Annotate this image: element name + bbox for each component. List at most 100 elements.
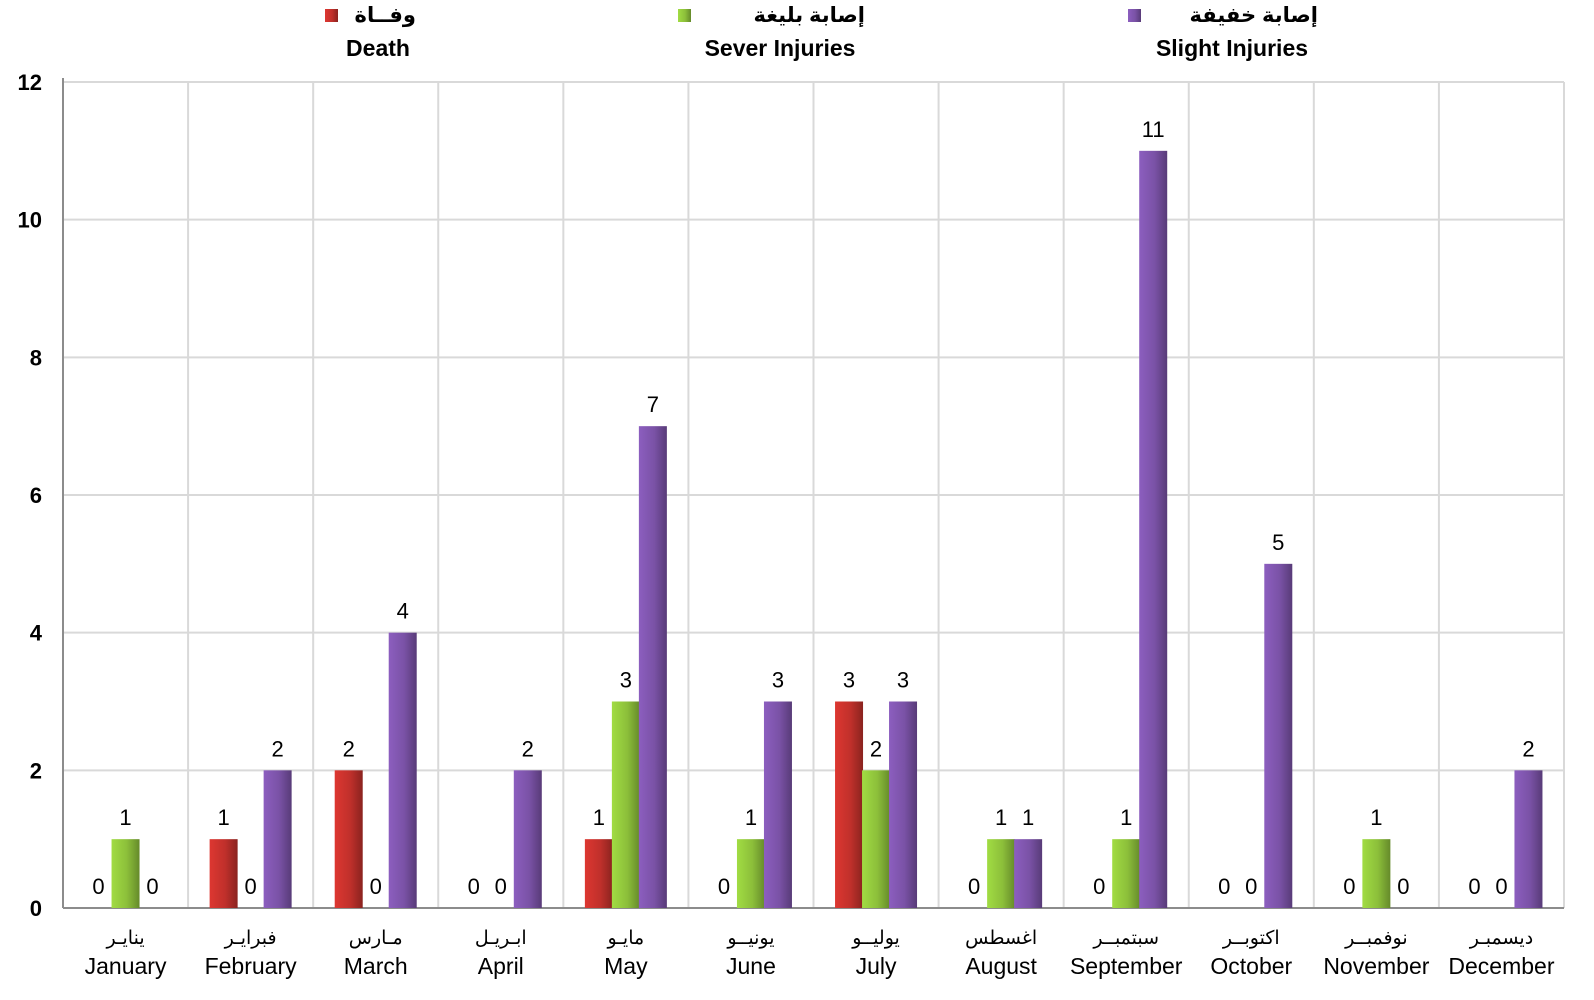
y-tick-label: 4: [30, 621, 43, 646]
bar-death: [335, 770, 363, 908]
x-tick-label-arabic: مايـو: [607, 928, 645, 949]
bar-severe-injuries: [112, 839, 140, 908]
x-tick-label: May: [604, 953, 648, 979]
data-label: 3: [897, 668, 909, 693]
y-tick-label: 0: [30, 896, 42, 921]
data-label: 1: [1120, 805, 1132, 830]
legend-item-severe-injuries: إصابة بليغة Sever Injuries: [678, 4, 865, 61]
data-label: 1: [593, 805, 605, 830]
bar-slight-injuries: [389, 633, 417, 908]
y-tick-label: 8: [30, 345, 42, 370]
data-label: 0: [92, 874, 104, 899]
data-label: 0: [1468, 874, 1480, 899]
data-label: 3: [620, 668, 632, 693]
data-label: 1: [995, 805, 1007, 830]
legend-swatch: [325, 9, 338, 22]
data-label: 3: [843, 668, 855, 693]
y-tick-label: 10: [18, 208, 42, 233]
data-label: 0: [1218, 874, 1230, 899]
data-label: 5: [1272, 530, 1284, 555]
legend-label: Sever Injuries: [705, 35, 856, 61]
x-tick-label-arabic: ابـريـل: [475, 928, 527, 949]
bar-severe-injuries: [987, 839, 1015, 908]
x-tick-label: August: [965, 953, 1037, 979]
bar-slight-injuries: [514, 770, 542, 908]
data-label: 0: [1495, 874, 1507, 899]
bar-severe-injuries: [1362, 839, 1390, 908]
data-label: 0: [1343, 874, 1355, 899]
data-label: 0: [495, 874, 507, 899]
bar-death: [210, 839, 238, 908]
x-tick-label: June: [726, 953, 776, 979]
legend-label-arabic: وفــاة: [355, 4, 416, 27]
data-label: 4: [397, 599, 409, 624]
data-label: 0: [468, 874, 480, 899]
bar-slight-injuries: [1014, 839, 1042, 908]
x-tick-label-arabic: ينايـر: [105, 928, 144, 949]
bar-death: [585, 839, 613, 908]
x-tick-label-arabic: يوليــو: [851, 928, 900, 949]
bars-layer: [112, 151, 1543, 908]
data-label: 0: [1245, 874, 1257, 899]
bar-slight-injuries: [1139, 151, 1167, 908]
legend-swatch: [678, 9, 691, 22]
x-tick-label-arabic: يونيــو: [726, 928, 774, 949]
bar-severe-injuries: [1112, 839, 1140, 908]
x-tick-label: November: [1323, 953, 1429, 979]
data-label: 2: [522, 736, 534, 761]
legend-item-slight-injuries: إصابة خفيفة Slight Injuries: [1128, 4, 1318, 61]
y-tick-label: 12: [18, 70, 42, 95]
data-label: 0: [245, 874, 257, 899]
bar-slight-injuries: [264, 770, 292, 908]
x-tick-label: October: [1210, 953, 1292, 979]
bar-severe-injuries: [862, 770, 890, 908]
x-tick-label: March: [344, 953, 408, 979]
bar-slight-injuries: [764, 702, 792, 909]
legend-label-arabic: إصابة خفيفة: [1189, 4, 1318, 27]
x-tick-label-arabic: ديسمبـر: [1469, 928, 1533, 949]
bar-slight-injuries: [889, 702, 917, 909]
x-tick-label: February: [205, 953, 298, 979]
bar-slight-injuries: [1264, 564, 1292, 908]
x-tick-label-arabic: مـارس: [349, 928, 403, 949]
bar-death: [835, 702, 863, 909]
x-tick-label: January: [85, 953, 167, 979]
data-label: 7: [647, 392, 659, 417]
x-tick-label: September: [1070, 953, 1183, 979]
legend-item-death: وفــاة Death: [325, 4, 416, 61]
legend-swatch: [1128, 9, 1141, 22]
data-label: 0: [718, 874, 730, 899]
x-tick-label-arabic: اغسطس: [965, 928, 1037, 949]
x-tick-label: July: [856, 953, 897, 979]
data-label: 1: [218, 805, 230, 830]
y-tick-label: 6: [30, 483, 42, 508]
bar-severe-injuries: [612, 702, 640, 909]
x-tick-label-arabic: نوفمبــر: [1344, 928, 1408, 949]
data-label: 2: [1522, 736, 1534, 761]
data-label: 0: [146, 874, 158, 899]
data-label: 0: [968, 874, 980, 899]
data-label: 1: [1022, 805, 1034, 830]
bar-slight-injuries: [1514, 770, 1542, 908]
data-label: 1: [1370, 805, 1382, 830]
y-tick-label: 2: [30, 758, 42, 783]
data-label: 11: [1142, 117, 1165, 142]
bar-severe-injuries: [737, 839, 765, 908]
legend-label-arabic: إصابة بليغة: [754, 4, 865, 27]
data-label: 2: [272, 736, 284, 761]
legend-label: Death: [346, 35, 410, 61]
data-label: 1: [745, 805, 757, 830]
x-tick-label: December: [1448, 953, 1554, 979]
legend-label: Slight Injuries: [1156, 35, 1308, 61]
data-label: 2: [343, 736, 355, 761]
data-label: 0: [1093, 874, 1105, 899]
x-tick-label-arabic: سبتمبــر: [1092, 928, 1159, 949]
x-tick-label: April: [478, 953, 524, 979]
data-label: 2: [870, 736, 882, 761]
data-label: 3: [772, 668, 784, 693]
bar-slight-injuries: [639, 426, 667, 908]
data-label: 0: [1397, 874, 1409, 899]
x-tick-label-arabic: اكتوبــر: [1222, 928, 1280, 949]
